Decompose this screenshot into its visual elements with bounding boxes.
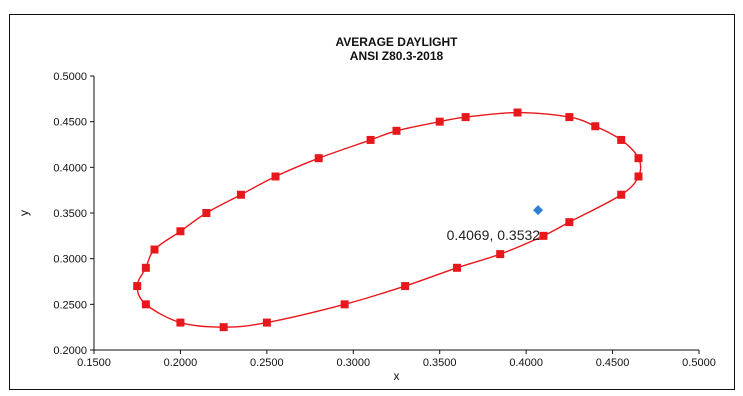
chart-subtitle: ANSI Z80.3-2018: [350, 49, 444, 63]
chart-title: AVERAGE DAYLIGHT: [335, 35, 458, 49]
data-point-square: [271, 172, 280, 181]
y-tick-label: 0.3500: [53, 208, 87, 220]
data-point-square: [340, 300, 349, 309]
chart-frame: AVERAGE DAYLIGHT ANSI Z80.3-2018 0.1500 0…: [9, 14, 735, 390]
y-tick-label: 0.4500: [53, 117, 87, 129]
data-point-square: [141, 300, 150, 309]
data-point-square: [133, 282, 142, 291]
x-tick-label: 0.5000: [682, 357, 716, 369]
data-point-square: [141, 263, 150, 272]
data-point-diamond: [533, 205, 544, 216]
y-tick-labels: 0.2000 0.2500 0.3000 0.3500 0.4000 0.4500 0.50…: [53, 71, 94, 357]
data-point-square: [202, 209, 211, 217]
x-axis-label: x: [394, 369, 400, 383]
x-tick-label: 0.3500: [423, 357, 457, 369]
x-tick-label: 0.4000: [509, 357, 543, 369]
x-tick-label: 0.4500: [596, 357, 630, 369]
data-point-square: [392, 126, 401, 135]
data-point-square: [236, 190, 245, 199]
data-point-square: [314, 154, 323, 163]
series-line: [136, 111, 642, 328]
data-point-square: [617, 135, 626, 144]
data-point-square: [435, 117, 444, 126]
data-point-square: [176, 318, 185, 327]
chart-svg: AVERAGE DAYLIGHT ANSI Z80.3-2018 0.1500 0…: [17, 35, 716, 383]
x-tick-label: 0.2000: [164, 357, 198, 369]
x-tick-label: 0.2500: [250, 357, 284, 369]
data-point-square: [591, 122, 600, 131]
data-point-square: [401, 282, 410, 291]
y-axis-label: y: [17, 210, 31, 216]
data-point-square: [496, 250, 505, 259]
x-tick-label: 0.3000: [336, 357, 370, 369]
y-tick-label: 0.2000: [53, 345, 87, 357]
y-tick-label: 0.3000: [53, 254, 87, 266]
data-point-square: [539, 231, 548, 240]
x-tick-labels: 0.1500 0.2000 0.2500 0.3000 0.3500 0.4000 0.45…: [77, 350, 716, 369]
annotation-layer: 0.4069, 0.3532: [447, 227, 541, 243]
data-point-square: [565, 218, 574, 227]
data-point-square: [634, 154, 643, 163]
y-tick-label: 0.2500: [53, 299, 87, 311]
data-point-square: [262, 318, 271, 327]
axes: [93, 76, 699, 351]
data-point-square: [617, 190, 626, 199]
y-tick-label: 0.5000: [53, 71, 87, 83]
data-point-square: [176, 227, 185, 236]
point-annotation: 0.4069, 0.3532: [447, 227, 541, 243]
y-tick-label: 0.4000: [53, 162, 87, 174]
data-point-square: [366, 135, 375, 144]
series-layer: [133, 108, 643, 332]
data-point-square: [461, 113, 470, 122]
x-tick-label: 0.1500: [77, 357, 111, 369]
data-point-square: [513, 108, 522, 117]
data-point-square: [453, 263, 461, 272]
data-point-square: [634, 172, 643, 181]
data-point-square: [219, 323, 228, 332]
data-point-square: [565, 113, 574, 122]
data-point-square: [150, 245, 159, 254]
